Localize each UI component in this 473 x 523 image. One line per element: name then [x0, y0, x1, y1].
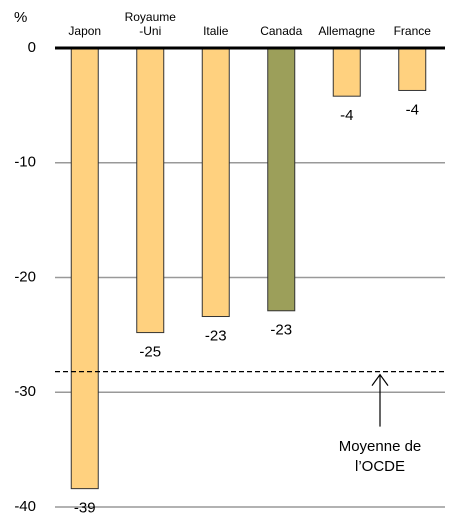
reference-label: Moyenne de l’OCDE [339, 438, 422, 475]
x-tick-label: France [394, 24, 432, 38]
x-tick-label: Canada [260, 24, 302, 38]
y-tick-label: -40 [14, 498, 36, 515]
bar [267, 47, 296, 312]
y-tick-label: -10 [14, 154, 36, 171]
y-tick-label: -30 [14, 383, 36, 400]
value-label: -23 [270, 322, 292, 339]
value-label: -4 [340, 107, 353, 124]
bar [70, 47, 99, 490]
y-axis-label: % [14, 9, 27, 26]
y-tick-label: -20 [14, 268, 36, 285]
value-label: -4 [406, 101, 419, 118]
x-tick-label: Japon [68, 24, 101, 38]
bar [332, 47, 361, 97]
bar [398, 47, 427, 91]
value-label: -25 [139, 344, 161, 361]
value-label: -39 [74, 500, 96, 517]
x-tick-label: Allemagne [318, 24, 375, 38]
bar [136, 47, 165, 334]
value-label: -23 [205, 327, 227, 344]
x-tick-label: Royaume -Uni [125, 10, 177, 38]
x-tick-label: Italie [203, 24, 229, 38]
arrow-head [371, 373, 389, 386]
y-tick-label: 0 [28, 39, 36, 56]
bar [201, 47, 230, 318]
